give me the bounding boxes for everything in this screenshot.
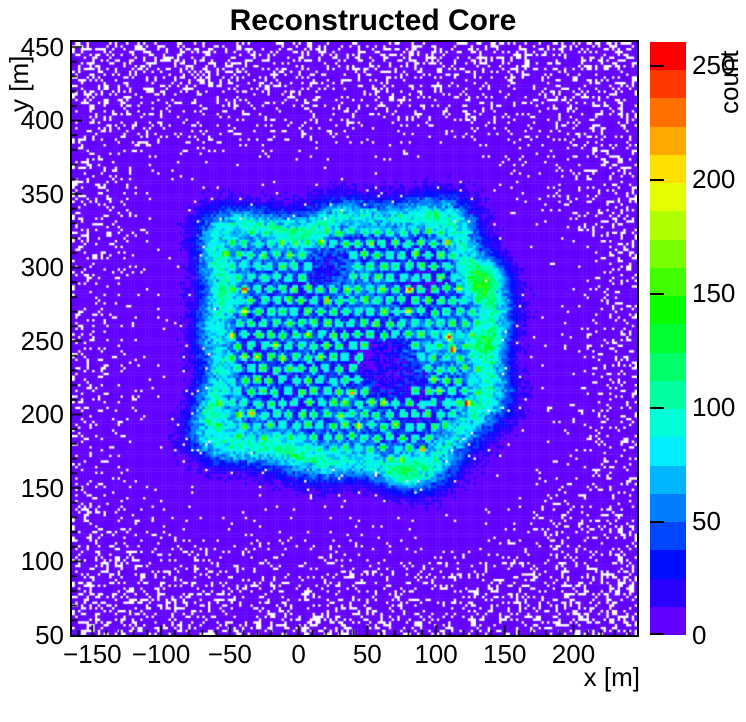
x-tick-label: −50 xyxy=(207,639,252,669)
y-axis-title: y [m] xyxy=(4,55,34,112)
x-axis-title: x [m] xyxy=(583,662,640,692)
colorbar-band xyxy=(650,408,686,438)
y-tick-label: 200 xyxy=(20,399,64,430)
y-tick-label: 350 xyxy=(20,178,64,209)
colorbar-tick xyxy=(650,178,664,181)
y-tick-label: 450 xyxy=(20,31,64,62)
colorbar-tick xyxy=(650,64,664,67)
colorbar-band xyxy=(650,549,686,579)
colorbar-band xyxy=(650,436,686,466)
colorbar-band xyxy=(650,493,686,523)
y-tick-label: 150 xyxy=(20,472,64,503)
colorbar-band xyxy=(650,267,686,297)
z-tick-label: 0 xyxy=(692,620,707,650)
z-tick-label: 200 xyxy=(692,163,736,194)
plot-title: Reconstructed Core xyxy=(229,4,517,37)
y-tick-label: 100 xyxy=(20,546,64,577)
z-tick-label: 150 xyxy=(692,277,736,308)
colorbar-band xyxy=(650,380,686,410)
colorbar-band xyxy=(650,97,686,127)
colorbar xyxy=(650,41,686,635)
colorbar-band xyxy=(650,323,686,353)
x-tick-label: 150 xyxy=(483,639,527,669)
colorbar-band xyxy=(650,465,686,494)
z-tick-label: 250 xyxy=(692,49,736,80)
colorbar-band xyxy=(650,521,686,551)
x-tick-label: −100 xyxy=(131,639,191,669)
x-tick-label: −150 xyxy=(63,639,122,669)
colorbar-tick xyxy=(650,406,664,409)
y-tick-label: 250 xyxy=(20,325,64,356)
colorbar-band xyxy=(650,239,686,268)
colorbar-band xyxy=(650,154,686,184)
y-tick-label: 50 xyxy=(35,620,64,650)
y-tick-label: 300 xyxy=(20,252,64,283)
colorbar-tick xyxy=(650,633,664,635)
colorbar-band xyxy=(650,69,686,99)
x-tick-label: 200 xyxy=(551,639,596,669)
colorbar-band xyxy=(650,295,686,325)
x-tick-label: 100 xyxy=(414,639,458,669)
plot-frame xyxy=(70,40,639,637)
colorbar-band xyxy=(650,606,686,635)
colorbar-band xyxy=(650,182,686,212)
x-tick-label: 0 xyxy=(291,639,306,669)
colorbar-band xyxy=(650,210,686,240)
z-tick-label: 50 xyxy=(692,505,721,536)
y-tick-label: 400 xyxy=(20,105,64,136)
colorbar-tick xyxy=(650,292,664,295)
colorbar-band xyxy=(650,126,686,155)
colorbar-band xyxy=(650,578,686,607)
x-tick-label: 50 xyxy=(352,639,382,669)
colorbar-tick xyxy=(650,520,664,523)
z-tick-label: 100 xyxy=(692,391,736,422)
colorbar-band xyxy=(650,352,686,381)
heatmap-canvas xyxy=(72,42,637,635)
